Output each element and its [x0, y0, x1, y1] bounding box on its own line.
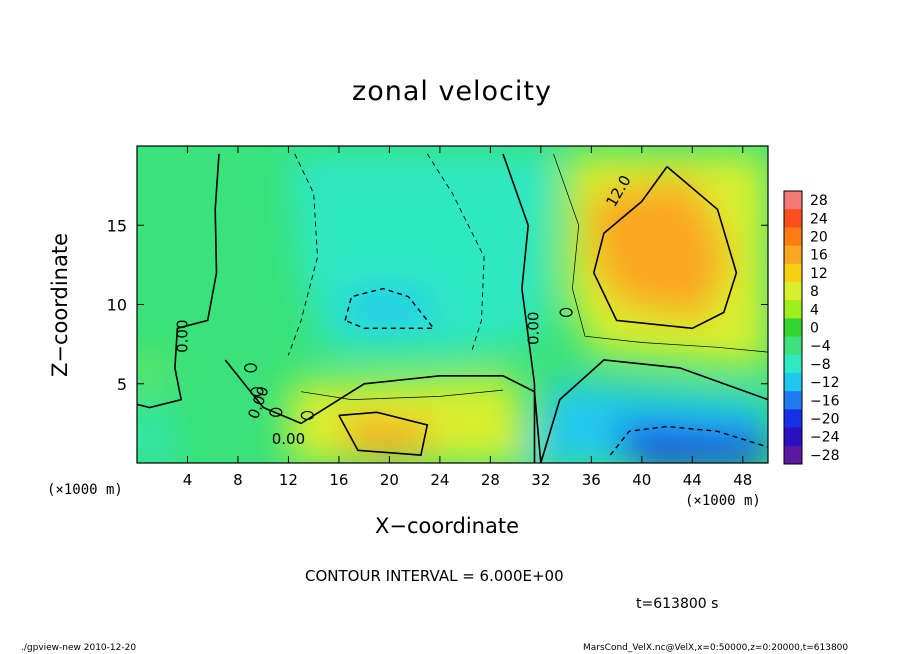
- x-tick-label: 12: [279, 471, 298, 489]
- orange-low-max: [338, 415, 440, 457]
- x-axis-label: X−coordinate: [375, 514, 519, 538]
- contour-interval-note: CONTOUR INTERVAL = 6.000E+00: [305, 567, 564, 585]
- colorbar-swatch: [784, 336, 802, 356]
- contour-island-3: [559, 307, 573, 318]
- colorbar-swatch: [784, 209, 802, 228]
- contour-6-thin: [553, 153, 768, 353]
- contour-label: 0.00: [524, 312, 542, 345]
- colorbar-swatch: [784, 391, 802, 410]
- colorbar-label: 28: [810, 193, 828, 209]
- x-tick-label: 20: [380, 471, 399, 489]
- colorbar-swatch: [784, 445, 802, 465]
- colorbar-label: 0: [810, 321, 819, 337]
- contour-6-low-thin: [301, 389, 504, 400]
- x-tick-label: 44: [683, 471, 702, 489]
- colorbar: 28 24 20 16 12 8 4 0 −4 −8 −12 −16 −20 −24 −28: [783, 190, 840, 465]
- y-axis-label: Z−coordinate: [48, 233, 72, 377]
- colorbar-swatch: [784, 263, 802, 283]
- x-tick-label: 8: [233, 471, 243, 489]
- colorbar-swatch: [784, 300, 802, 319]
- x-tick-label: 40: [632, 471, 651, 489]
- contour-zero-right: [540, 359, 768, 463]
- x-tick-label: 24: [430, 471, 449, 489]
- contour-12-right: [592, 165, 738, 330]
- colorbar-label: −24: [810, 430, 840, 446]
- colorbar-swatch: [784, 373, 802, 392]
- colorbar-frame: [783, 190, 803, 465]
- contour-island-2: [269, 407, 283, 417]
- contour-island-4: [300, 410, 314, 421]
- contour-island-0: [243, 363, 258, 373]
- x-axis-units-left: (×1000 m): [47, 482, 123, 498]
- colorbar-swatch: [784, 318, 802, 338]
- y-tick-label: 15: [107, 216, 127, 235]
- colorbar-label: 8: [810, 284, 819, 300]
- time-stamp: t=613800 s: [636, 596, 719, 612]
- contour-zero-low: [224, 359, 542, 463]
- colorbar-swatch: [784, 409, 802, 429]
- colorbar-label: −16: [810, 393, 840, 409]
- contour-lines: [137, 153, 768, 463]
- blue-lower-min: [616, 423, 768, 463]
- contour-zero-middle: [502, 153, 536, 463]
- colorbar-swatch: [784, 282, 802, 301]
- colorbar-swatch: [784, 227, 802, 247]
- contour-label: 0.00: [272, 430, 305, 448]
- x-tick-label: 16: [329, 471, 348, 489]
- colorbar-label: −8: [810, 357, 831, 373]
- colorbar-swatch: [784, 245, 802, 265]
- footer-program-date: ./gpview-new 2010-12-20: [21, 643, 137, 653]
- colorbar-label: −28: [810, 448, 840, 464]
- contour-neg12-lower-dashed: [609, 425, 768, 456]
- colorbar-label: 16: [810, 248, 828, 264]
- footer-data-source: MarsCond_VelX.nc@VelX,x=0:50000,z=0:2000…: [583, 643, 849, 653]
- x-tick-label: 4: [183, 471, 193, 489]
- y-axis-ticks: 5 10 15: [107, 216, 768, 394]
- colorbar-label: 4: [810, 302, 819, 318]
- colorbar-label: −4: [810, 339, 831, 355]
- left-cyan-edge: [137, 399, 175, 463]
- y-tick-label: 10: [107, 296, 127, 315]
- orange-right-max: [591, 177, 731, 321]
- blue-upper-min: [338, 288, 440, 329]
- colorbar-swatch: [784, 191, 802, 210]
- colorbar-label: 20: [810, 230, 828, 246]
- x-axis-units-right: (×1000 m): [685, 493, 761, 509]
- y-tick-label: 5: [117, 375, 127, 394]
- x-tick-label: 48: [733, 471, 752, 489]
- colorbar-label: −20: [810, 412, 840, 428]
- colorbar-label: −12: [810, 375, 840, 391]
- contour-neg6-left-dashed: [287, 153, 318, 356]
- x-axis-ticks: 4 8 12 16 20 24 28 32 36 40 44 48: [183, 146, 752, 489]
- yellow-left-small: [137, 359, 163, 379]
- contour-neg12-upper-dashed: [344, 287, 436, 329]
- x-tick-label: 28: [481, 471, 500, 489]
- contour-label: 0.00: [173, 319, 191, 352]
- chart-title: zonal velocity: [352, 76, 552, 107]
- colorbar-label: 24: [810, 211, 828, 227]
- colorbar-swatch: [784, 354, 802, 374]
- x-tick-label: 36: [582, 471, 601, 489]
- x-tick-label: 32: [531, 471, 550, 489]
- contour-neg6-mid-dashed: [426, 153, 485, 353]
- contour-island-1: [250, 387, 264, 397]
- contour-zero-left: [137, 153, 220, 409]
- colorbar-swatch: [784, 427, 802, 447]
- contour-12-low: [338, 411, 429, 456]
- colorbar-label: 12: [810, 266, 828, 282]
- velocity-field: [137, 146, 768, 463]
